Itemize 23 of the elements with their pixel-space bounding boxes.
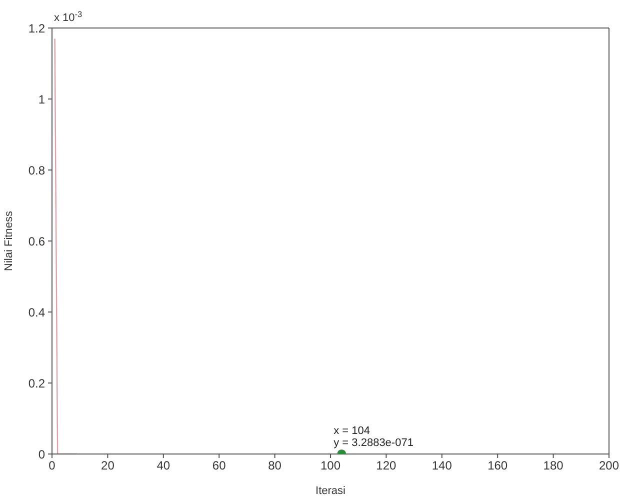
y-tick-label: 0.4 <box>28 305 46 320</box>
x-tick-label: 80 <box>268 458 282 473</box>
x-tick-label: 140 <box>432 458 452 473</box>
y-tick-label: 0.8 <box>28 163 46 178</box>
x-tick-label: 60 <box>212 458 226 473</box>
text: x 10$^{-3}$ <box>54 10 83 24</box>
y-tick-label: 1 <box>38 92 46 106</box>
x-tick-label: 0 <box>48 458 56 473</box>
x-tick-label: 100 <box>320 458 341 473</box>
y-axis-title: Nilai Fitness <box>2 210 15 271</box>
x-tick-label: 120 <box>376 458 397 473</box>
x-tick-label: 20 <box>101 458 115 473</box>
x-tick-label: 160 <box>488 458 508 473</box>
y-tick-label: 1.2 <box>28 21 46 36</box>
x-tick-label: 200 <box>598 458 620 473</box>
annotation: y = 3.2883e-071 <box>334 437 414 449</box>
x-axis-title: Iterasi <box>316 485 346 497</box>
annotation: x = 104 <box>334 425 370 437</box>
y-tick-label: 0 <box>38 447 46 462</box>
x-tick-label: 40 <box>156 458 170 473</box>
x-tick-label: 180 <box>543 458 564 473</box>
y-tick-label: 0.6 <box>28 234 46 248</box>
y-tick-label: 0.2 <box>28 376 46 390</box>
